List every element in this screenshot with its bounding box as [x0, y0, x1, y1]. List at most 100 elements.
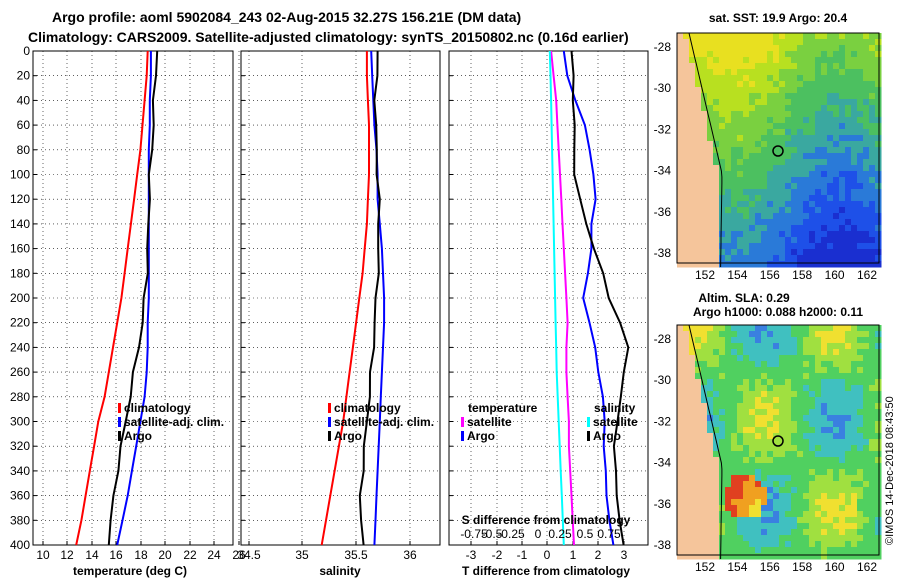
map-cell [677, 385, 684, 392]
map-cell [803, 343, 810, 350]
map-cell [821, 45, 828, 52]
map-cell [773, 45, 780, 52]
map-cell [851, 225, 858, 232]
map-cell [875, 475, 882, 482]
map-cell [677, 123, 684, 130]
map-cell [851, 529, 858, 536]
map-cell [845, 445, 852, 452]
map-cell [791, 69, 798, 76]
map-cell [869, 505, 876, 512]
map-cell [767, 225, 774, 232]
map-cell [749, 499, 756, 506]
map-cell [827, 409, 834, 416]
map-cell [797, 517, 804, 524]
map-cell [737, 147, 744, 154]
map-cell [755, 51, 762, 58]
map-cell [689, 355, 696, 362]
map-cell [791, 541, 798, 548]
map-cell [827, 541, 834, 548]
map-cell [803, 57, 810, 64]
map-cell [845, 541, 852, 548]
map-cell [683, 177, 690, 184]
map-cell [749, 523, 756, 530]
map-cell [731, 135, 738, 142]
map-cell [839, 469, 846, 476]
map-cell [719, 343, 726, 350]
map-cell [701, 33, 708, 40]
map-cell [731, 535, 738, 542]
argo-float-marker [772, 145, 784, 157]
map-cell [677, 57, 684, 64]
map-cell [851, 385, 858, 392]
map-cell [845, 433, 852, 440]
map-cell [725, 63, 732, 70]
map-cell [707, 255, 714, 262]
map-cell [815, 331, 822, 338]
map-cell [677, 475, 684, 482]
map-cell [803, 123, 810, 130]
map-cell [791, 135, 798, 142]
map-cell [803, 261, 810, 268]
map-cell [857, 451, 864, 458]
map-cell [821, 171, 828, 178]
map-cell [689, 237, 696, 244]
map-cell [707, 367, 714, 374]
map-cell [713, 337, 720, 344]
map-cell [743, 343, 750, 350]
map-cell [815, 361, 822, 368]
lon-tick-label: 156 [760, 268, 780, 282]
map-cell [725, 225, 732, 232]
map-cell [767, 469, 774, 476]
map-cell [815, 487, 822, 494]
map-cell [755, 373, 762, 380]
map-cell [839, 499, 846, 506]
map-cell [749, 39, 756, 46]
map-cell [863, 123, 870, 130]
map-cell [743, 493, 750, 500]
map-cell [761, 457, 768, 464]
map-cell [875, 349, 882, 356]
map-cell [791, 427, 798, 434]
map-cell [803, 535, 810, 542]
map-cell [761, 325, 768, 332]
map-cell [767, 255, 774, 262]
map-cell [689, 213, 696, 220]
map-cell [701, 439, 708, 446]
map-cell [755, 547, 762, 554]
map-cell [749, 367, 756, 374]
map-cell [713, 75, 720, 82]
map-cell [863, 397, 870, 404]
map-cell [779, 261, 786, 268]
map-cell [713, 117, 720, 124]
map-cell [719, 207, 726, 214]
map-cell [731, 147, 738, 154]
map-cell [773, 517, 780, 524]
s-diff-tick-label: -0.25 [497, 527, 525, 541]
map-cell [695, 499, 702, 506]
map-cell [773, 99, 780, 106]
map-cell [869, 499, 876, 506]
map-cell [743, 391, 750, 398]
map-cell [785, 379, 792, 386]
map-cell [779, 69, 786, 76]
map-cell [695, 33, 702, 40]
map-cell [839, 207, 846, 214]
map-cell [827, 415, 834, 422]
map-cell [791, 75, 798, 82]
map-cell [755, 117, 762, 124]
map-cell [803, 427, 810, 434]
map-cell [875, 433, 882, 440]
map-cell [797, 529, 804, 536]
map-cell [797, 243, 804, 250]
map-cell [743, 255, 750, 262]
map-cell [875, 553, 882, 560]
map-cell [743, 87, 750, 94]
map-cell [821, 493, 828, 500]
map-cell [815, 427, 822, 434]
map-cell [839, 243, 846, 250]
map-cell [875, 147, 882, 154]
map-cell [875, 213, 882, 220]
temperature-axis-label: temperature (deg C) [73, 564, 187, 578]
map-cell [701, 261, 708, 268]
legend-label-argo: Argo [124, 429, 152, 443]
